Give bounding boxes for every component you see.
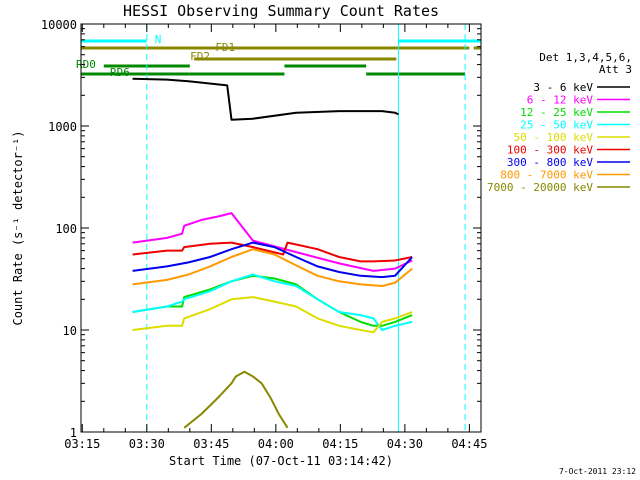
x-axis-label: Start Time (07-Oct-11 03:14:42) — [169, 454, 393, 468]
flag-label-n: N — [155, 33, 162, 46]
x-tick-label: 03:45 — [193, 437, 229, 451]
flag-label-fd2: FD2 — [190, 50, 210, 63]
legend-header: Att 3 — [599, 63, 632, 76]
y-tick-label: 1000 — [48, 120, 77, 134]
series-line-5 — [132, 241, 413, 263]
legend-header: Det 1,3,4,5,6, — [539, 51, 632, 64]
flag-label-rd6: RD6 — [110, 66, 130, 79]
series-line-1 — [132, 212, 413, 272]
y-tick-label: 10 — [63, 324, 77, 338]
legend-label: 7000 - 20000 keV — [487, 181, 593, 194]
x-axis-ticks: 03:15 03:30 03:45 04:00 04:15 04:30 04:45 — [64, 24, 487, 451]
flag-label-fd1: FD1 — [215, 41, 235, 54]
series-lines — [132, 77, 413, 429]
series-line-6 — [132, 241, 413, 279]
chart-title: HESSI Observing Summary Count Rates — [123, 2, 439, 20]
x-tick-label: 03:30 — [129, 437, 165, 451]
legend-label: 25 - 50 keV — [520, 119, 593, 132]
legend-label: 100 - 300 keV — [507, 144, 593, 157]
legend-label: 6 - 12 keV — [527, 94, 594, 107]
x-tick-label: 03:15 — [64, 437, 100, 451]
legend-label: 800 - 7000 keV — [500, 169, 593, 182]
legend-label: 12 - 25 keV — [520, 106, 593, 119]
legend-label: 3 - 6 keV — [533, 81, 593, 94]
y-tick-label: 100 — [55, 222, 77, 236]
series-line-0 — [132, 77, 399, 121]
flag-bars: N FD1 FD2 RD0 RD6 — [76, 33, 481, 79]
series-line-3 — [132, 273, 413, 331]
y-tick-label: 1 — [70, 426, 77, 440]
flag-label-rd0: RD0 — [76, 58, 96, 71]
timestamp: 7-Oct-2011 23:12 — [559, 467, 636, 476]
x-tick-label: 04:00 — [258, 437, 294, 451]
x-tick-label: 04:45 — [451, 437, 487, 451]
y-axis-ticks: 1 10 100 1000 10000 — [41, 18, 481, 440]
x-tick-label: 04:30 — [387, 437, 423, 451]
legend-label: 50 - 100 keV — [514, 131, 594, 144]
vertical-markers — [80, 24, 466, 432]
series-line-4 — [132, 296, 413, 334]
series-line-8 — [183, 370, 289, 429]
x-tick-label: 04:15 — [322, 437, 358, 451]
y-axis-label: Count Rate (s⁻¹ detector⁻¹) — [11, 130, 25, 325]
series-line-7 — [132, 248, 413, 287]
plot-frame — [80, 23, 482, 433]
legend-label: 300 - 800 keV — [507, 156, 593, 169]
y-tick-label: 10000 — [41, 18, 77, 32]
